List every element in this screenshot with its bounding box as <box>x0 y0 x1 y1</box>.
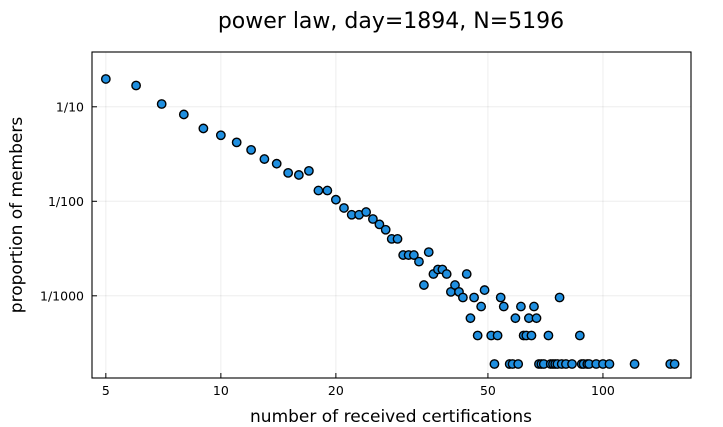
x-tick-label: 20 <box>328 383 344 398</box>
data-points <box>100 74 680 369</box>
data-point <box>513 359 524 369</box>
x-tick-label: 50 <box>480 383 496 398</box>
x-tick-label: 5 <box>102 383 110 398</box>
data-point <box>339 203 349 213</box>
data-point <box>629 359 640 369</box>
x-tick-label: 10 <box>213 383 229 398</box>
data-point <box>304 165 314 176</box>
y-tick-label: 1/1000 <box>40 288 84 303</box>
data-point <box>330 194 341 205</box>
data-point <box>271 158 282 169</box>
data-point <box>322 185 333 196</box>
data-point <box>441 269 452 279</box>
data-point <box>246 144 257 155</box>
data-point <box>313 185 324 196</box>
data-point <box>554 292 565 303</box>
data-point <box>419 280 429 290</box>
data-point <box>408 250 419 260</box>
data-point <box>259 154 270 164</box>
data-point <box>479 285 490 295</box>
plot-frame <box>91 51 692 379</box>
data-point <box>100 74 111 84</box>
data-point <box>574 330 585 341</box>
data-point <box>293 170 304 180</box>
data-point <box>526 330 537 341</box>
data-point <box>368 214 378 224</box>
data-point <box>198 123 209 134</box>
x-tick-label: 100 <box>591 383 615 398</box>
data-point <box>476 301 487 312</box>
data-point <box>492 330 503 341</box>
y-tick-label: 1/100 <box>48 194 84 209</box>
data-point <box>461 269 472 279</box>
data-point <box>178 109 189 120</box>
data-point <box>516 301 526 312</box>
data-point <box>156 99 167 109</box>
y-axis-label: proportion of members <box>7 117 27 314</box>
data-point <box>567 359 577 369</box>
data-point <box>361 207 372 217</box>
grid <box>92 52 691 378</box>
data-point <box>283 167 294 178</box>
data-point <box>472 330 483 341</box>
data-point <box>531 313 542 324</box>
data-point <box>392 234 403 244</box>
data-point <box>131 80 141 91</box>
data-point <box>457 292 468 303</box>
ticks: 5 10 20 50 100 1/10 1/100 1/1000 <box>40 99 615 398</box>
data-point <box>529 301 539 312</box>
data-point <box>414 256 424 267</box>
data-point <box>604 359 615 369</box>
data-point <box>215 130 226 141</box>
data-point <box>543 330 554 341</box>
data-point <box>380 224 391 235</box>
data-point <box>465 313 476 324</box>
data-point <box>495 292 506 303</box>
data-point <box>423 247 434 258</box>
data-point <box>231 137 242 148</box>
data-point <box>374 219 385 230</box>
chart-title: power law, day=1894, N=5196 <box>218 9 564 34</box>
data-point <box>510 313 521 324</box>
data-point <box>469 292 479 303</box>
data-point <box>669 359 680 369</box>
data-point <box>489 359 500 369</box>
data-point <box>498 301 509 312</box>
x-axis-label: number of received certifications <box>250 407 532 427</box>
y-tick-label: 1/10 <box>56 99 84 114</box>
